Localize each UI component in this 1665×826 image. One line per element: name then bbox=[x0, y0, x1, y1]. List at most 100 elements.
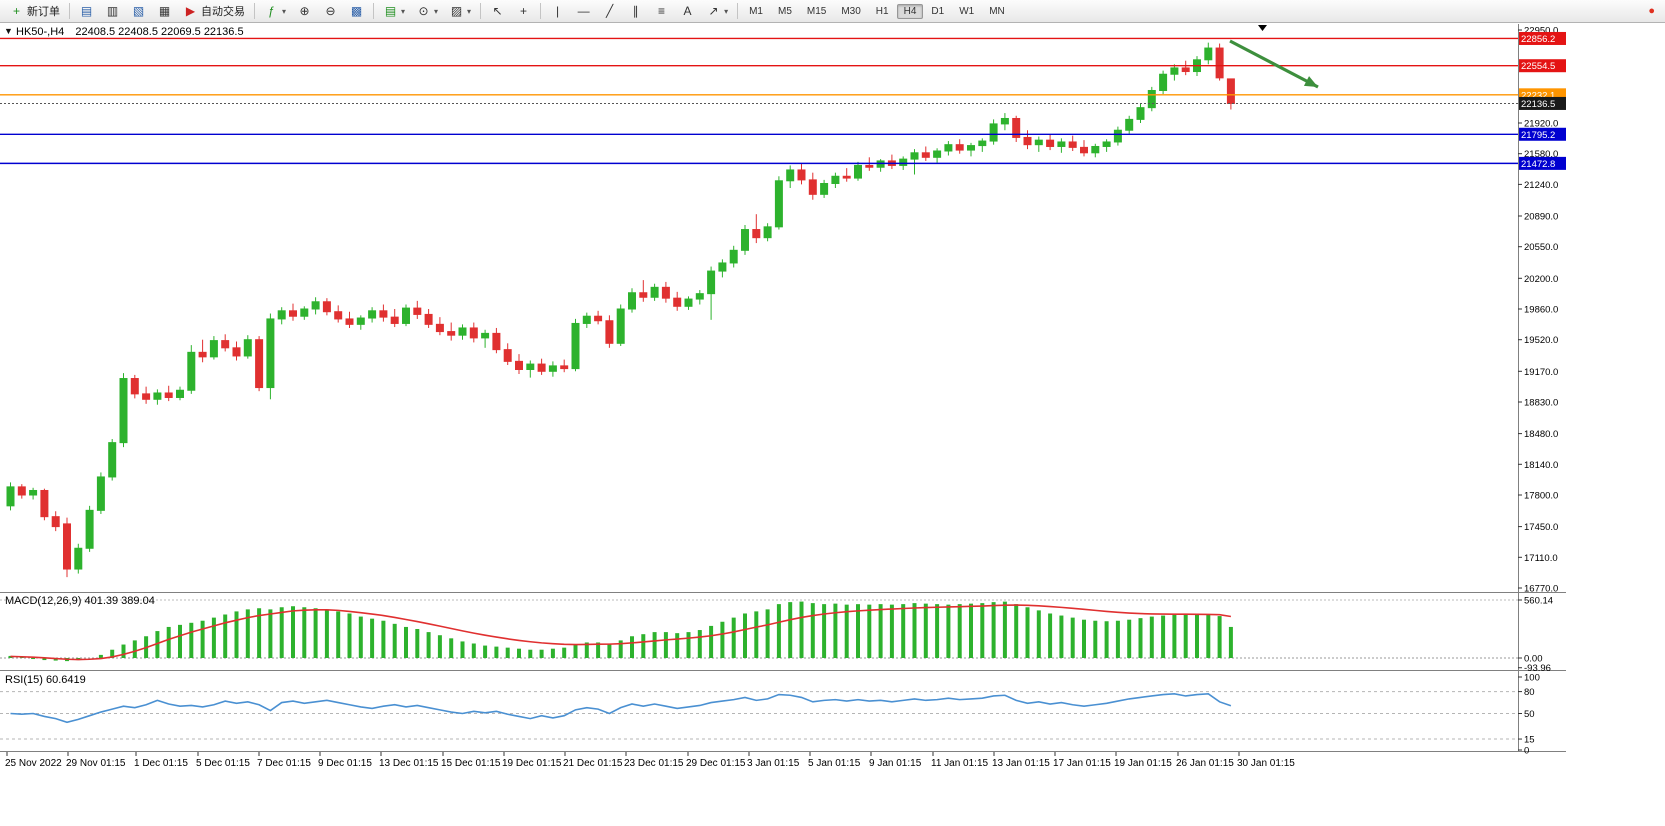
candle-body bbox=[854, 164, 862, 179]
navigator-button[interactable]: ▧ bbox=[126, 1, 151, 21]
market-watch-button[interactable]: ▤ bbox=[74, 1, 99, 21]
candle-body bbox=[402, 307, 410, 324]
candle-body bbox=[1102, 141, 1111, 147]
candle-body bbox=[356, 317, 365, 325]
zoom-out-button[interactable]: ⊖ bbox=[318, 1, 343, 21]
one-click-trading-toggle[interactable]: ▼ bbox=[4, 26, 13, 36]
status-dot-icon[interactable]: ● bbox=[1648, 5, 1655, 17]
chevron-down-icon: ▾ bbox=[724, 6, 729, 16]
svg-text:30 Jan 01:15: 30 Jan 01:15 bbox=[1237, 758, 1295, 769]
price-level-axis-label: 22554.5 bbox=[1519, 59, 1566, 72]
svg-text:19860.0: 19860.0 bbox=[1524, 305, 1558, 316]
macd-indicator-label: MACD(12,26,9) 401.39 389.04 bbox=[5, 595, 155, 607]
timeframe-button-m5[interactable]: M5 bbox=[777, 5, 792, 17]
arrow-tool-icon: ↗ bbox=[708, 4, 719, 18]
timeframe-button-mn[interactable]: MN bbox=[989, 5, 1005, 17]
candle-body bbox=[1215, 47, 1224, 79]
candle-body bbox=[650, 286, 659, 298]
timeframe-button-m1[interactable]: M1 bbox=[749, 5, 763, 17]
templates-button[interactable]: ▨ ▾ bbox=[444, 1, 476, 21]
candle-body bbox=[774, 180, 783, 228]
candle-body bbox=[1125, 118, 1134, 131]
svg-text:21240.0: 21240.0 bbox=[1524, 180, 1558, 191]
periods-button[interactable]: ⊙ ▾ bbox=[411, 1, 443, 21]
svg-text:21920.0: 21920.0 bbox=[1524, 119, 1558, 130]
new-order-button[interactable]: + 新订单 bbox=[4, 1, 65, 21]
price-level-axis-label: 21795.2 bbox=[1519, 127, 1566, 141]
candle-body bbox=[243, 339, 252, 357]
candle-body bbox=[503, 349, 512, 362]
candle-body bbox=[1226, 78, 1235, 104]
svg-text:13 Jan 01:15: 13 Jan 01:15 bbox=[992, 758, 1050, 769]
svg-text:15 Dec 01:15: 15 Dec 01:15 bbox=[441, 758, 501, 769]
trendline-button[interactable]: ╱ bbox=[597, 1, 622, 21]
toolbar: + 新订单 ▤ ▥ ▧ ▦ ▶ 自动交易 ƒ ▾ ⊕ ⊖ ▩ ▤ ▾ ⊙ ▾ ▨ ▾ ↖… bbox=[0, 0, 1665, 23]
svg-text:20550.0: 20550.0 bbox=[1524, 242, 1558, 253]
arrow-object[interactable] bbox=[1229, 39, 1319, 89]
data-window-button[interactable]: ▥ bbox=[100, 1, 125, 21]
svg-text:19520.0: 19520.0 bbox=[1524, 335, 1558, 346]
candle-body bbox=[639, 292, 648, 298]
new-order-label: 新订单 bbox=[27, 6, 60, 18]
candle-body bbox=[1023, 136, 1032, 146]
vertical-line-icon: | bbox=[556, 4, 560, 18]
new-chart-button[interactable]: ▤ ▾ bbox=[378, 1, 410, 21]
toolbar-right-icons: ● bbox=[1648, 5, 1661, 17]
svg-text:20890.0: 20890.0 bbox=[1524, 212, 1558, 223]
terminal-button[interactable]: ▦ bbox=[152, 1, 177, 21]
svg-text:18830.0: 18830.0 bbox=[1524, 398, 1558, 409]
tile-windows-button[interactable]: ▩ bbox=[344, 1, 369, 21]
rsi-pane: 100 80 50 150 bbox=[0, 673, 1540, 757]
new-chart-icon: ▤ bbox=[384, 4, 397, 18]
zoom-in-button[interactable]: ⊕ bbox=[292, 1, 317, 21]
price-level-axis-label: 22856.2 bbox=[1519, 31, 1566, 45]
candle-body bbox=[176, 389, 184, 398]
vertical-line-button[interactable]: | bbox=[545, 1, 570, 21]
autotrading-button[interactable]: ▶ 自动交易 bbox=[178, 1, 250, 21]
svg-text:29 Dec 01:15: 29 Dec 01:15 bbox=[686, 758, 746, 769]
candle-body bbox=[277, 310, 286, 320]
fibonacci-button[interactable]: ≡ bbox=[649, 1, 674, 21]
candle-body bbox=[51, 516, 60, 528]
market-watch-icon: ▤ bbox=[80, 4, 93, 18]
candle-body bbox=[729, 249, 738, 264]
svg-text:9 Dec 01:15: 9 Dec 01:15 bbox=[318, 758, 372, 769]
timeframe-button-m30[interactable]: M30 bbox=[841, 5, 861, 17]
candle-body bbox=[628, 292, 636, 310]
pane-separators[interactable] bbox=[0, 24, 1566, 752]
svg-text:80: 80 bbox=[1524, 687, 1535, 698]
candle-body bbox=[6, 486, 15, 507]
toolbar-separator bbox=[540, 3, 542, 19]
arrow-tool-button[interactable]: ↗ ▾ bbox=[701, 1, 733, 21]
candle-body bbox=[424, 313, 433, 325]
macd-pane: 560.14 0.00-93.96 bbox=[0, 596, 1553, 674]
time-axis[interactable]: 25 Nov 2022 29 Nov 01:15 1 Dec 01:15 5 Dec … bbox=[5, 752, 1295, 769]
timeframe-button-h1[interactable]: H1 bbox=[875, 5, 889, 17]
svg-text:19 Jan 01:15: 19 Jan 01:15 bbox=[1114, 758, 1172, 769]
timeframe-button-d1[interactable]: D1 bbox=[931, 5, 945, 17]
cursor-button[interactable]: ↖ bbox=[485, 1, 510, 21]
timeframe-button-h4[interactable]: H4 bbox=[896, 3, 924, 19]
svg-text:9 Jan 01:15: 9 Jan 01:15 bbox=[869, 758, 922, 769]
candle-body bbox=[108, 442, 117, 478]
candle-body bbox=[899, 158, 908, 166]
candle-body bbox=[413, 307, 422, 315]
svg-text:100: 100 bbox=[1524, 673, 1540, 684]
timeframe-button-m15[interactable]: M15 bbox=[806, 5, 827, 17]
candle-body bbox=[537, 363, 546, 372]
candle-body bbox=[198, 351, 207, 358]
chart-shift-marker-icon[interactable] bbox=[1258, 25, 1267, 31]
current-price-axis-label: 22136.5 bbox=[1519, 96, 1566, 110]
horizontal-line-button[interactable]: — bbox=[571, 1, 596, 21]
text-tool-button[interactable]: A bbox=[675, 1, 700, 21]
crosshair-button[interactable]: + bbox=[511, 1, 536, 21]
candle-body bbox=[1136, 107, 1145, 120]
candle-body bbox=[40, 489, 49, 518]
svg-text:22136.5: 22136.5 bbox=[1521, 99, 1555, 110]
timeframe-button-w1[interactable]: W1 bbox=[959, 5, 975, 17]
candle-body bbox=[447, 331, 456, 336]
indicators-button[interactable]: ƒ ▾ bbox=[259, 1, 291, 21]
price-axis[interactable]: 22950.0 21920.0 21580.0 21240.0 20890.0 20550… bbox=[1518, 26, 1558, 595]
channel-button[interactable]: ∥ bbox=[623, 1, 648, 21]
